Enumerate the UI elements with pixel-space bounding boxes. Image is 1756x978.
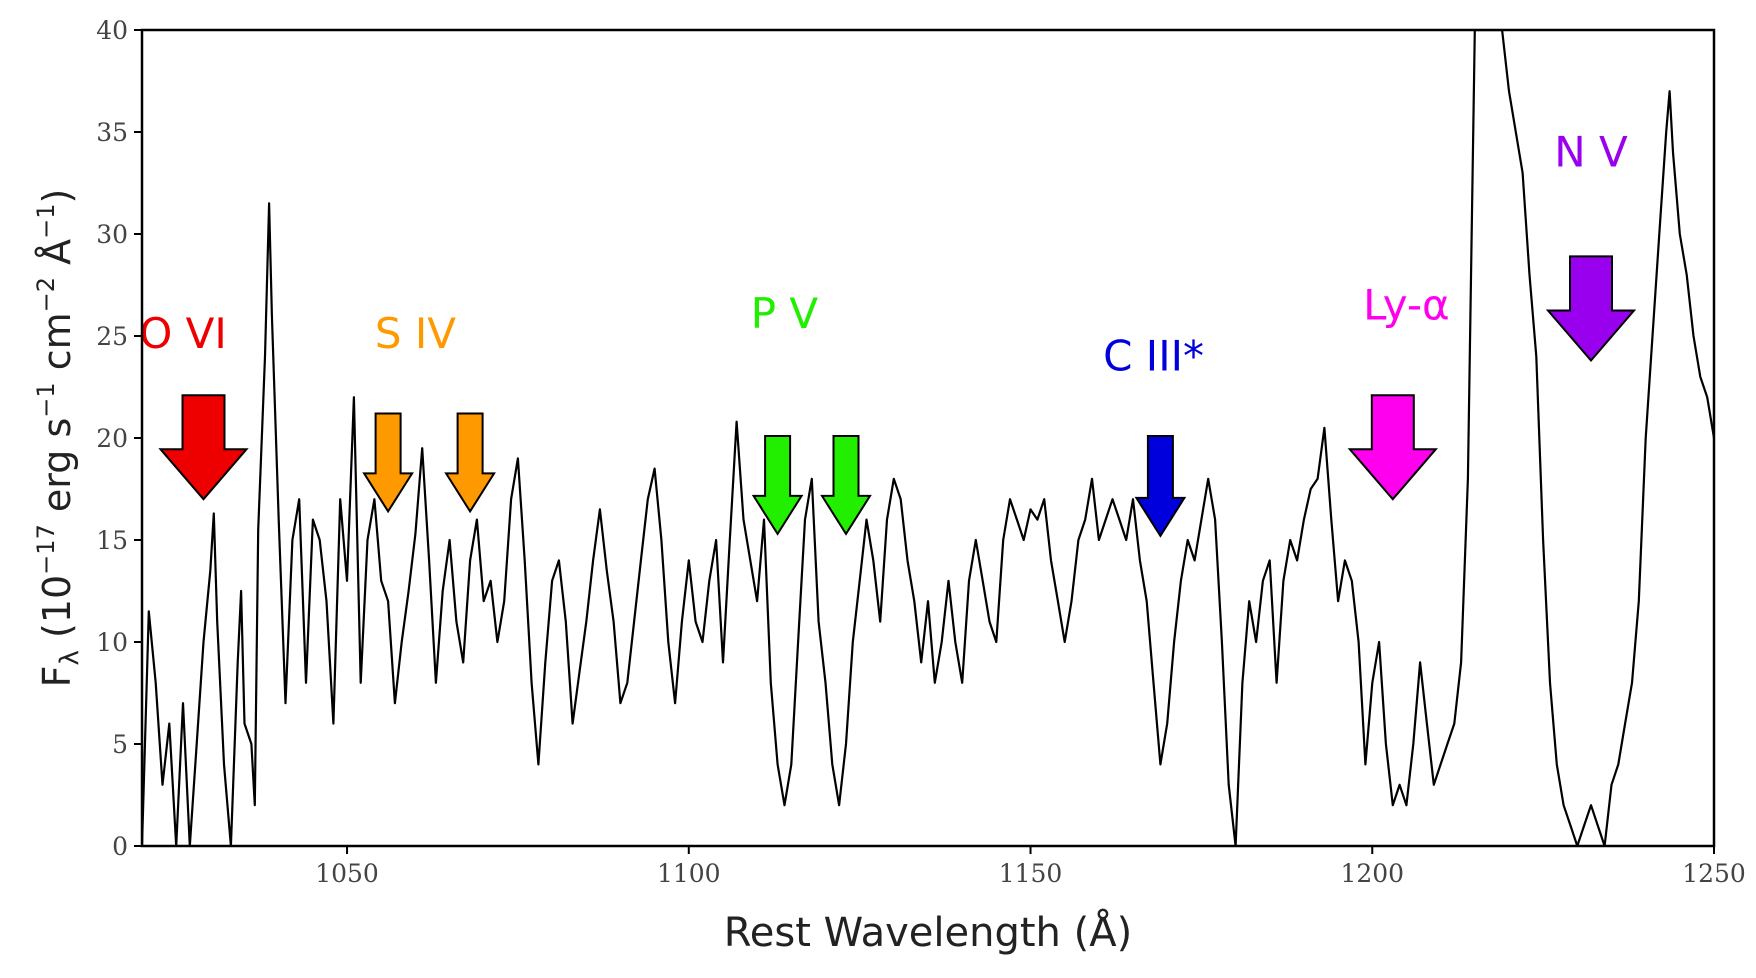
arrow-p-v-2 (820, 435, 872, 536)
x-tick-label-1050: 1050 (315, 859, 379, 888)
arrow-o-vi-1 (158, 394, 249, 501)
annotation-label-s-iv: S IV (375, 309, 456, 358)
annotation-o-vi: O VI (139, 309, 249, 501)
y-label-open: (10 (35, 575, 79, 650)
annotation-label-o-vi: O VI (139, 309, 227, 358)
x-axis-label: Rest Wavelength (Å) (724, 908, 1132, 956)
y-tick-label-30: 30 (96, 220, 128, 249)
y-label-erg: erg s (35, 418, 79, 524)
y-label-close: ) (35, 189, 79, 204)
arrow-p-v-1 (751, 435, 804, 536)
ion-annotations: O VI S IV P V C III* Ly-α N V (139, 128, 1637, 538)
y-tick-label-25: 25 (96, 322, 128, 351)
y-tick-label-35: 35 (96, 118, 128, 147)
annotation-c-iii: C III* (1103, 332, 1204, 538)
y-label-ang: Å (35, 239, 79, 277)
x-tick-label-1250: 1250 (1682, 859, 1746, 888)
annotation-ly: Ly-α (1347, 281, 1450, 501)
arrow-s-iv-1 (362, 412, 414, 514)
axis-ticks: 1050 1100 1150 1200 1250 0 5 10 15 20 25 30 35 40 (96, 16, 1746, 888)
annotation-label-c-iii: C III* (1103, 332, 1204, 381)
y-axis-label: Fλ (10−17 erg s−1 cm−2 Å−1) (32, 189, 85, 688)
x-tick-label-1200: 1200 (1340, 859, 1404, 888)
y-tick-label-20: 20 (96, 424, 128, 453)
y-tick-label-0: 0 (112, 832, 128, 861)
annotation-label-ly: Ly-α (1363, 281, 1450, 330)
x-tick-label-1100: 1100 (657, 859, 721, 888)
y-tick-label-15: 15 (96, 526, 128, 555)
y-tick-label-5: 5 (112, 730, 128, 759)
arrow-s-iv-2 (444, 412, 496, 514)
annotation-label-p-v: P V (751, 289, 819, 338)
y-label-exp3: −2 (32, 277, 60, 312)
y-tick-label-40: 40 (96, 16, 128, 45)
y-label-exp1: −17 (32, 524, 60, 575)
y-label-exp4: −1 (32, 203, 60, 238)
spectrum-line-layer (142, 30, 1714, 846)
y-label-symbol: F (35, 665, 79, 687)
arrow-c-iii-1 (1134, 435, 1187, 538)
spectrum-line-0 (142, 30, 1714, 846)
y-tick-label-10: 10 (96, 628, 128, 657)
y-label-exp2: −1 (32, 382, 60, 417)
annotation-p-v: P V (751, 289, 872, 536)
annotation-s-iv: S IV (362, 309, 496, 514)
annotation-n-v: N V (1545, 128, 1637, 363)
annotation-label-n-v: N V (1554, 128, 1628, 177)
arrow-ly-1 (1347, 394, 1438, 501)
y-label-subscript: λ (55, 650, 85, 665)
y-label-cm: cm (35, 312, 79, 382)
x-tick-label-1150: 1150 (999, 859, 1063, 888)
arrow-n-v-1 (1545, 255, 1637, 363)
